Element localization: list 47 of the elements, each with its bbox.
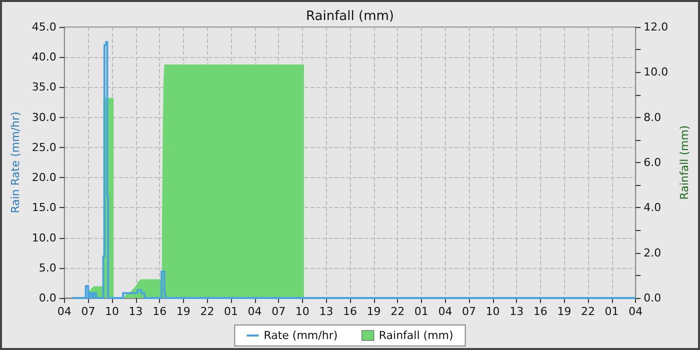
y2-tick-label: 8.0 bbox=[644, 110, 662, 124]
y2-tick-label: 12.0 bbox=[644, 20, 668, 34]
y-tick-label: 45.0 bbox=[32, 20, 56, 34]
x-tick-label: 13 bbox=[319, 305, 334, 318]
y-tick-label: 5.0 bbox=[38, 261, 56, 274]
y-tick-label: 25.0 bbox=[32, 140, 56, 154]
x-tick-label: 04 bbox=[628, 305, 643, 318]
x-tick-label: 22 bbox=[200, 305, 214, 318]
x-tick-label: 10 bbox=[486, 305, 500, 318]
x-tick-label: 04 bbox=[248, 305, 262, 318]
x-tick-label: 16 bbox=[343, 305, 357, 318]
x-tick-label: 16 bbox=[533, 305, 548, 318]
x-tick-label: 13 bbox=[128, 305, 143, 318]
y-tick-label: 15.0 bbox=[32, 201, 56, 214]
x-tick-label: 10 bbox=[104, 305, 119, 318]
x-tick-label: 10 bbox=[295, 305, 310, 318]
y2-axis-title: Rainfall (mm) bbox=[678, 125, 691, 200]
y2-tick-label: 6.0 bbox=[644, 156, 662, 169]
x-tick-label: 01 bbox=[414, 305, 428, 318]
y-tick-label: 35.0 bbox=[32, 80, 56, 94]
y2-tick-label: 10.0 bbox=[644, 66, 668, 79]
x-tick-label: 16 bbox=[152, 305, 167, 318]
legend-label: Rate (mm/hr) bbox=[264, 329, 338, 342]
x-tick-label: 01 bbox=[604, 305, 619, 318]
x-tick-label: 07 bbox=[462, 305, 476, 318]
y-tick-label: 10.0 bbox=[32, 231, 56, 244]
chart-title: Rainfall (mm) bbox=[306, 9, 394, 24]
x-tick-label: 01 bbox=[224, 305, 238, 318]
y2-tick-label: 2.0 bbox=[644, 246, 662, 260]
y2-tick-label: 0.0 bbox=[644, 292, 662, 304]
y-tick-label: 0.0 bbox=[38, 292, 56, 304]
y2-tick-label: 4.0 bbox=[644, 201, 662, 214]
x-tick-label: 19 bbox=[366, 305, 381, 318]
y-tick-label: 20.0 bbox=[32, 171, 56, 184]
y-tick-label: 40.0 bbox=[32, 50, 56, 64]
x-tick-label: 22 bbox=[581, 305, 596, 318]
x-tick-label: 07 bbox=[81, 305, 96, 318]
x-tick-label: 04 bbox=[438, 305, 452, 318]
y-tick-label: 30.0 bbox=[32, 110, 56, 124]
x-tick-label: 19 bbox=[557, 305, 572, 318]
x-tick-label: 22 bbox=[390, 305, 405, 318]
x-tick-label: 07 bbox=[272, 305, 286, 318]
x-tick-label: 04 bbox=[57, 305, 72, 318]
legend-label: Rainfall (mm) bbox=[378, 329, 454, 342]
y-axis-title: Rain Rate (mm/hr) bbox=[9, 112, 22, 214]
x-tick-label: 13 bbox=[510, 305, 524, 318]
x-tick-label: 19 bbox=[176, 305, 190, 318]
